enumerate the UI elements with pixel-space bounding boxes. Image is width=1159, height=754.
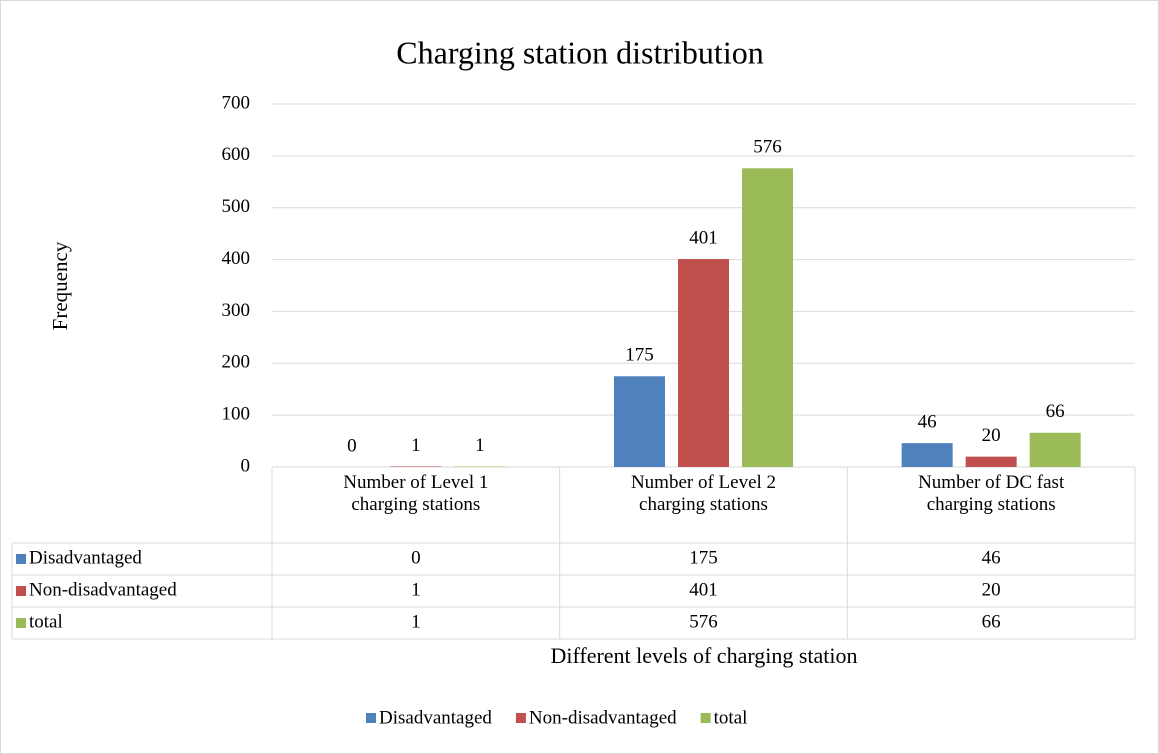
x-tick-label: Number of Level 2 charging stations: [630, 472, 777, 515]
legend-swatch: [16, 554, 26, 564]
y-tick-label: 700: [222, 92, 251, 113]
chart-title: Charging station distribution: [396, 34, 763, 70]
x-tick-label: Number of Level 1 charging stations: [343, 472, 489, 515]
legend-swatch: [515, 713, 526, 723]
x-tick-label: Number of DC fast charging stations: [918, 472, 1065, 515]
legend-swatch: [366, 713, 376, 723]
table-cell: 175: [689, 547, 718, 568]
data-label: 20: [982, 425, 1001, 446]
legend-swatch: [16, 618, 26, 628]
bar: [742, 168, 793, 467]
bar: [965, 456, 1017, 467]
y-tick-label: 400: [222, 248, 251, 269]
table-cell: 66: [982, 611, 1001, 632]
table-cell: 20: [982, 579, 1001, 600]
data-label: 66: [1046, 401, 1065, 422]
bar: [678, 259, 729, 467]
bar: [614, 376, 665, 467]
bar: [901, 443, 953, 467]
y-tick-label: 300: [222, 300, 251, 321]
y-tick-label: 0: [241, 455, 251, 476]
data-label: 576: [753, 137, 782, 158]
data-label: 175: [625, 345, 654, 366]
legend-label: total: [714, 707, 748, 728]
bar: [454, 466, 506, 467]
legend-label: Disadvantaged: [379, 707, 492, 728]
y-axis-label: Frequency: [48, 241, 72, 330]
x-axis-label: Different levels of charging station: [550, 643, 857, 668]
data-label: 0: [347, 435, 357, 456]
legend-label: Non-disadvantaged: [529, 707, 677, 728]
table-row-label: Disadvantaged: [29, 547, 142, 568]
table-cell: 1: [411, 579, 421, 600]
bar: [1029, 432, 1081, 467]
y-tick-label: 100: [222, 404, 251, 425]
table-row-label: Non-disadvantaged: [29, 579, 177, 600]
y-tick-label: 600: [222, 144, 251, 165]
data-label: 46: [918, 412, 937, 433]
y-tick-label: 500: [222, 196, 251, 217]
table-row-label: total: [29, 611, 63, 632]
data-label: 401: [689, 227, 718, 248]
y-tick-label: 200: [222, 352, 251, 373]
legend-swatch: [16, 586, 26, 596]
table-cell: 576: [689, 611, 718, 632]
data-label: 1: [411, 435, 421, 456]
legend-swatch: [700, 713, 711, 723]
table-cell: 46: [982, 547, 1001, 568]
table-cell: 0: [411, 547, 421, 568]
bar: [390, 466, 442, 467]
data-label: 1: [475, 435, 485, 456]
table-cell: 401: [689, 579, 718, 600]
table-cell: 1: [411, 611, 421, 632]
